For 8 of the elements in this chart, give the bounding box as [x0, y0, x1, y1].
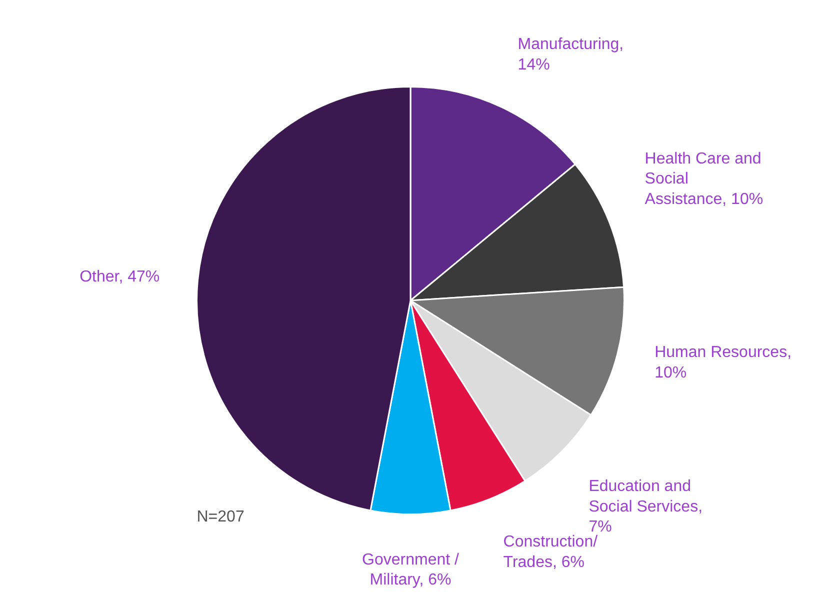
slice-label: Construction/ Trades, 6% [503, 534, 598, 572]
slice-label: Education and Social Services, 7% [588, 478, 703, 536]
slice-label: Other, 47% [80, 268, 160, 286]
slice-label: Manufacturing, 14% [518, 36, 624, 74]
text: N=207 [196, 508, 244, 526]
slice-label: Government / Military, 6% [362, 551, 460, 589]
slice-label: Human Resources, 10% [654, 344, 792, 382]
slice-label: Health Care and Social Assistance, 10% [644, 150, 764, 208]
